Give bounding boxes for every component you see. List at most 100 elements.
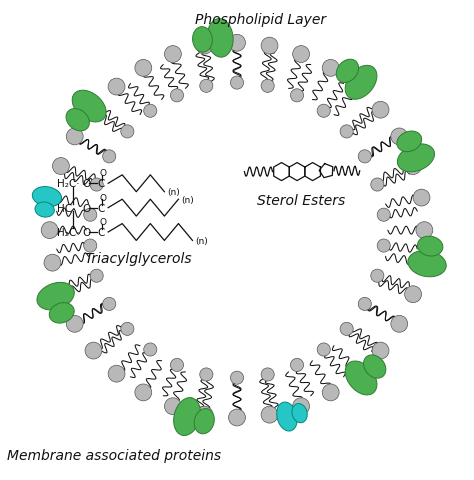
Ellipse shape xyxy=(66,109,90,132)
Ellipse shape xyxy=(37,283,74,310)
Circle shape xyxy=(416,222,433,239)
Text: HC·: HC· xyxy=(57,203,75,213)
Text: O: O xyxy=(100,169,107,178)
Circle shape xyxy=(66,316,83,333)
Circle shape xyxy=(322,384,339,401)
Ellipse shape xyxy=(207,20,233,58)
Circle shape xyxy=(377,209,390,222)
Circle shape xyxy=(90,179,103,192)
Text: (n): (n) xyxy=(195,237,208,245)
Text: C: C xyxy=(98,179,105,189)
Circle shape xyxy=(121,323,134,336)
Circle shape xyxy=(405,286,421,303)
Text: O: O xyxy=(100,218,107,227)
Text: (n): (n) xyxy=(181,195,194,204)
Circle shape xyxy=(349,365,366,382)
Circle shape xyxy=(196,38,213,55)
Text: C: C xyxy=(98,203,105,213)
Circle shape xyxy=(413,190,430,206)
Text: H₂C·: H₂C· xyxy=(57,228,79,238)
Circle shape xyxy=(291,90,303,103)
Text: O: O xyxy=(82,179,91,189)
Circle shape xyxy=(317,343,330,356)
Ellipse shape xyxy=(418,237,443,256)
Circle shape xyxy=(144,343,157,356)
Circle shape xyxy=(377,240,390,252)
Circle shape xyxy=(340,126,353,139)
Circle shape xyxy=(261,80,274,93)
Circle shape xyxy=(228,35,246,52)
Circle shape xyxy=(261,368,274,381)
Circle shape xyxy=(371,270,384,283)
Ellipse shape xyxy=(408,251,446,277)
Ellipse shape xyxy=(345,66,377,100)
Ellipse shape xyxy=(397,132,422,152)
Text: Sterol Esters: Sterol Esters xyxy=(257,193,345,207)
Text: (n): (n) xyxy=(167,188,180,197)
Circle shape xyxy=(228,409,246,426)
Circle shape xyxy=(292,398,310,415)
Circle shape xyxy=(413,255,430,272)
Ellipse shape xyxy=(336,60,358,84)
Ellipse shape xyxy=(49,303,74,324)
Circle shape xyxy=(108,365,125,382)
Circle shape xyxy=(405,158,421,175)
Circle shape xyxy=(317,105,330,118)
Circle shape xyxy=(108,79,125,96)
Circle shape xyxy=(44,190,61,206)
Circle shape xyxy=(41,222,58,239)
Text: H₂C·: H₂C· xyxy=(57,179,79,189)
Circle shape xyxy=(171,90,183,103)
Circle shape xyxy=(391,129,408,145)
Circle shape xyxy=(358,298,371,311)
Circle shape xyxy=(84,240,97,252)
Text: Triacylglycerols: Triacylglycerols xyxy=(85,251,192,265)
Circle shape xyxy=(230,77,244,90)
Text: O: O xyxy=(82,228,91,238)
Circle shape xyxy=(164,398,182,415)
Circle shape xyxy=(322,60,339,77)
Circle shape xyxy=(200,80,213,93)
Circle shape xyxy=(349,79,366,96)
Text: Phospholipid Layer: Phospholipid Layer xyxy=(195,13,326,27)
Circle shape xyxy=(196,407,213,423)
Circle shape xyxy=(94,88,380,373)
Ellipse shape xyxy=(72,91,106,123)
Text: O: O xyxy=(100,193,107,203)
Circle shape xyxy=(291,359,303,372)
Circle shape xyxy=(340,323,353,336)
Ellipse shape xyxy=(194,408,214,434)
Ellipse shape xyxy=(345,361,377,395)
Circle shape xyxy=(200,368,213,381)
Circle shape xyxy=(53,286,69,303)
Circle shape xyxy=(44,255,61,272)
Circle shape xyxy=(144,105,157,118)
Ellipse shape xyxy=(292,404,307,423)
Ellipse shape xyxy=(32,187,62,207)
Text: Membrane associated proteins: Membrane associated proteins xyxy=(8,448,221,462)
Circle shape xyxy=(372,102,389,119)
Circle shape xyxy=(230,372,244,384)
Circle shape xyxy=(135,384,152,401)
Ellipse shape xyxy=(173,398,201,436)
Circle shape xyxy=(372,342,389,359)
Circle shape xyxy=(391,316,408,333)
Ellipse shape xyxy=(364,355,386,378)
Circle shape xyxy=(84,209,97,222)
Ellipse shape xyxy=(277,402,297,431)
Circle shape xyxy=(103,298,116,311)
Ellipse shape xyxy=(397,144,435,172)
Ellipse shape xyxy=(35,203,55,217)
Circle shape xyxy=(261,38,278,55)
Ellipse shape xyxy=(192,27,212,53)
Circle shape xyxy=(121,126,134,139)
Circle shape xyxy=(135,60,152,77)
Text: C: C xyxy=(98,228,105,238)
Circle shape xyxy=(90,270,103,283)
Circle shape xyxy=(85,342,102,359)
Circle shape xyxy=(85,102,102,119)
Circle shape xyxy=(164,47,182,63)
Circle shape xyxy=(66,129,83,145)
Circle shape xyxy=(103,150,116,164)
Text: O: O xyxy=(82,203,91,213)
